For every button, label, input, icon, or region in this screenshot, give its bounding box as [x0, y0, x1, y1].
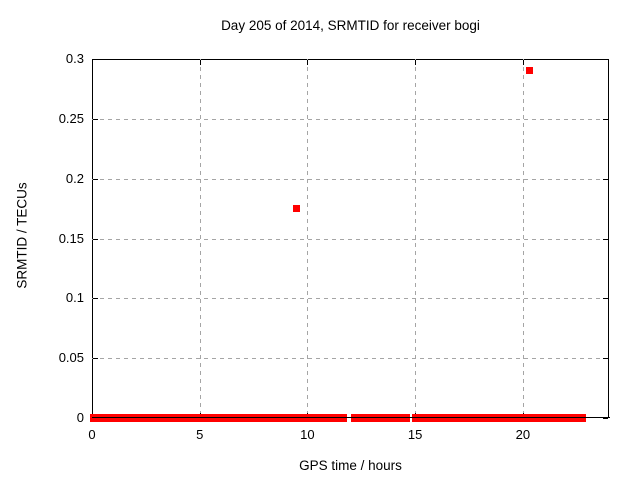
y-tick-left [93, 118, 98, 120]
y-tick-right [603, 298, 608, 300]
y-tick-label: 0.1 [65, 290, 84, 306]
x-tick-top [307, 60, 309, 65]
zero-value-points [90, 414, 110, 422]
y-tick-label: 0.05 [58, 350, 84, 366]
zero-value-points [534, 414, 544, 422]
y-tick-left [93, 238, 98, 240]
zero-value-points [322, 414, 337, 422]
y-gridline [92, 298, 609, 300]
zero-value-points [270, 414, 278, 422]
y-tick-left [93, 178, 98, 180]
zero-value-points [541, 414, 548, 422]
y-tick-label: 0.15 [58, 230, 84, 246]
y-tick-right [603, 59, 608, 60]
zero-value-points [133, 414, 152, 422]
y-tick-left [93, 59, 98, 60]
x-tick-label: 0 [88, 427, 96, 442]
zero-value-points [404, 414, 411, 422]
zero-value-points [297, 414, 324, 422]
zero-value-points [522, 414, 537, 422]
zero-value-points [578, 414, 587, 422]
zero-value-points [478, 414, 485, 422]
y-tick-right [603, 118, 608, 120]
x-tick-label: 20 [515, 427, 531, 442]
x-tick-top [92, 60, 93, 65]
zero-value-points [121, 414, 130, 422]
zero-value-points [351, 414, 358, 422]
zero-value-points [264, 414, 273, 422]
zero-value-points [375, 414, 388, 422]
zero-value-points [188, 414, 210, 422]
zero-value-points [356, 414, 363, 422]
zero-value-points [148, 414, 163, 422]
y-tick-right [603, 418, 608, 419]
y-tick-left [93, 298, 98, 300]
x-axis-label: GPS time / hours [299, 458, 402, 473]
y-tick-left [93, 358, 98, 360]
zero-value-points [219, 414, 233, 422]
zero-value-points [335, 414, 343, 422]
y-tick-label: 0.2 [65, 170, 84, 186]
zero-value-points [518, 414, 526, 422]
y-tick-right [603, 238, 608, 240]
zero-value-points [360, 414, 367, 422]
data-point-marker [293, 205, 301, 213]
x-tick-label: 5 [196, 427, 204, 442]
zero-value-points [176, 414, 191, 422]
zero-value-points [489, 414, 504, 422]
y-tick-label: 0.3 [65, 51, 84, 66]
zero-value-points [127, 414, 136, 422]
zero-value-points [575, 414, 582, 422]
zero-value-points [230, 414, 245, 422]
zero-value-points [563, 414, 576, 422]
zero-value-points [513, 414, 519, 422]
zero-value-points [462, 414, 470, 422]
x-tick-top [522, 60, 524, 65]
x-tick-top [199, 60, 201, 65]
zero-value-points [545, 414, 553, 422]
y-gridline [92, 178, 609, 180]
zero-value-points [466, 414, 474, 422]
zero-value-points [364, 414, 377, 422]
zero-value-points [426, 414, 439, 422]
y-tick-label: 0 [76, 410, 84, 425]
zero-value-points [385, 414, 396, 422]
y-tick-right [603, 178, 608, 180]
y-tick-label: 0.25 [58, 110, 84, 126]
zero-value-points [208, 414, 222, 422]
zero-value-points [160, 414, 178, 422]
zero-value-points [436, 414, 451, 422]
zero-value-points [483, 414, 491, 422]
zero-value-points [340, 414, 347, 422]
zero-value-points [447, 414, 455, 422]
zero-value-points [470, 414, 482, 422]
zero-value-points [393, 414, 406, 422]
x-tick-label: 15 [407, 427, 423, 442]
zero-value-points [452, 414, 465, 422]
data-point-marker [525, 67, 533, 75]
zero-value-points [412, 414, 428, 422]
zero-value-points [501, 414, 515, 422]
y-gridline [92, 118, 609, 120]
zero-value-points [242, 414, 267, 422]
x-tick-label: 10 [300, 427, 315, 442]
zero-value-points [286, 414, 300, 422]
zero-value-points [553, 414, 567, 422]
y-tick-right [603, 358, 608, 360]
x-tick-top [415, 60, 417, 65]
zero-value-points [275, 414, 288, 422]
chart-title: Day 205 of 2014, SRMTID for receiver bog… [221, 18, 480, 33]
y-gridline [92, 358, 609, 360]
y-gridline [92, 238, 609, 240]
x-axis-line [92, 417, 610, 418]
zero-value-points [550, 414, 556, 422]
zero-value-points [107, 414, 121, 422]
